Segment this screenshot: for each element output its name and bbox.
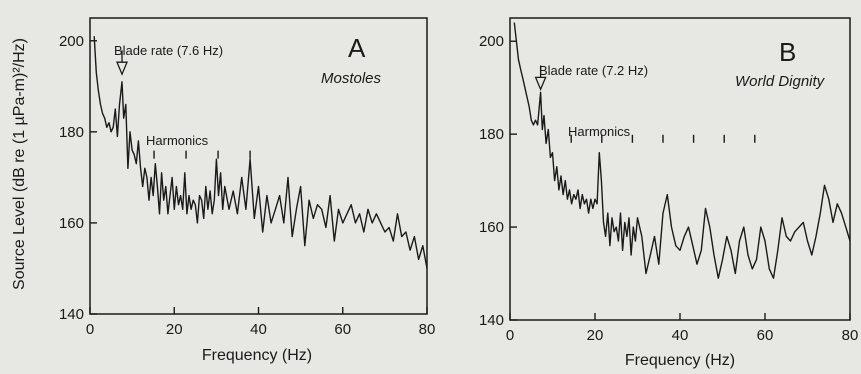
panel-b-series-line xyxy=(513,22,851,279)
panel-a-y-tick-label: 180 xyxy=(59,124,84,141)
panel-b-y-tick-label: 200 xyxy=(479,33,504,50)
panel-b-x-tick-label: 0 xyxy=(506,327,514,344)
panel-a-x-tick-label: 60 xyxy=(334,321,351,338)
panel-b-x-tick-label: 80 xyxy=(842,327,859,344)
panel-b-x-tick-label: 60 xyxy=(757,327,774,344)
panel-b-y-tick-label: 160 xyxy=(479,219,504,236)
panel-b-ship-name: World Dignity xyxy=(735,73,826,90)
panel-a-x-tick-label: 0 xyxy=(86,321,94,338)
panel-a-x-ticks: 0 20 40 60 80 xyxy=(86,307,436,338)
panel-a-harmonic-marks xyxy=(153,150,251,159)
panel-b-blade-rate-label: Blade rate (7.2 Hz) xyxy=(539,63,648,78)
panel-b-y-ticks: 140 160 180 200 xyxy=(479,33,517,329)
panel-a-x-tick-label: 80 xyxy=(419,321,436,338)
panel-a-blade-rate-label: Blade rate (7.6 Hz) xyxy=(114,43,223,58)
y-axis-title: Source Level (dB re (1 µPa-m)²/Hz) xyxy=(11,38,28,290)
panel-a-x-tick-label: 40 xyxy=(250,321,267,338)
panel-b-x-ticks: 0 20 40 60 80 xyxy=(506,313,859,344)
panel-a-x-tick-label: 20 xyxy=(166,321,183,338)
panel-b-letter: B xyxy=(779,37,796,67)
panel-b: 140 160 180 200 0 20 40 60 80 B World Dignity B… xyxy=(479,17,859,369)
panel-a-y-tick-label: 140 xyxy=(59,306,84,323)
panel-a: 140 160 180 200 0 20 40 60 80 A Mostoles Blade … xyxy=(59,17,436,364)
panel-b-x-tick-label: 20 xyxy=(587,327,604,344)
panel-a-blade-rate-arrow xyxy=(116,50,128,76)
panel-b-x-tick-label: 40 xyxy=(672,327,689,344)
panel-a-letter: A xyxy=(348,33,366,63)
panel-b-harmonic-marks xyxy=(570,134,756,143)
panel-b-harmonics-label: Harmonics xyxy=(568,124,631,139)
panel-b-blade-rate-arrow xyxy=(534,65,547,92)
panel-b-x-axis-title: Frequency (Hz) xyxy=(625,352,735,369)
panel-a-ship-name: Mostoles xyxy=(321,70,382,87)
panel-b-y-tick-label: 180 xyxy=(479,126,504,143)
panel-a-y-tick-label: 160 xyxy=(59,215,84,232)
panel-a-series-line xyxy=(93,36,428,269)
panel-a-y-ticks: 140 160 180 200 xyxy=(59,33,97,323)
panel-b-y-tick-label: 140 xyxy=(479,312,504,329)
panel-a-x-axis-title: Frequency (Hz) xyxy=(202,347,312,364)
panel-a-harmonics-label: Harmonics xyxy=(146,133,209,148)
panel-a-y-tick-label: 200 xyxy=(59,33,84,50)
